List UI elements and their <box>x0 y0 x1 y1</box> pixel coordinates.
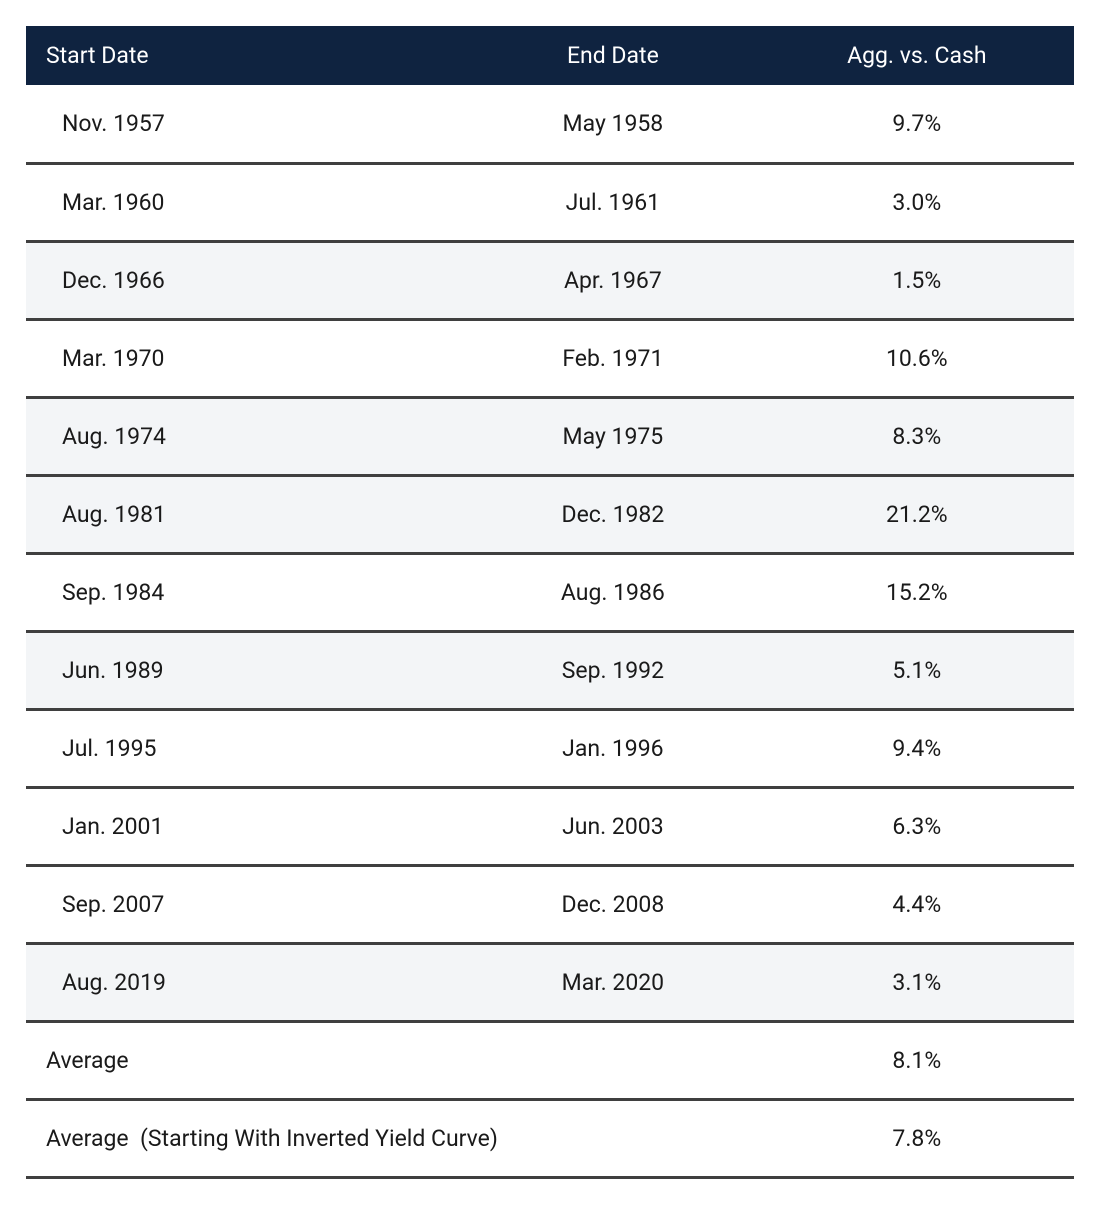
table-row: Jun. 1989Sep. 19925.1% <box>26 631 1074 709</box>
table-row: Dec. 1966Apr. 19671.5% <box>26 241 1074 319</box>
cell-end-date: Dec. 2008 <box>466 865 759 943</box>
cell-end-date: May 1958 <box>466 85 759 163</box>
table-row: Jul. 1995Jan. 19969.4% <box>26 709 1074 787</box>
cell-start-date: Jul. 1995 <box>26 709 466 787</box>
cell-start-date: Aug. 2019 <box>26 943 466 1021</box>
cell-end-date: May 1975 <box>466 397 759 475</box>
cell-value: 8.3% <box>760 397 1074 475</box>
table-row: Aug. 1981Dec. 198221.2% <box>26 475 1074 553</box>
cell-value: 5.1% <box>760 631 1074 709</box>
summary-row: Average8.1% <box>26 1021 1074 1099</box>
table-header: Start Date End Date Agg. vs. Cash <box>26 26 1074 85</box>
cell-value: 10.6% <box>760 319 1074 397</box>
table-row: Mar. 1960Jul. 19613.0% <box>26 163 1074 241</box>
table-row: Jan. 2001Jun. 20036.3% <box>26 787 1074 865</box>
col-header-start: Start Date <box>26 26 466 85</box>
cell-end-date: Aug. 1986 <box>466 553 759 631</box>
cell-end-date: Jul. 1961 <box>466 163 759 241</box>
cell-end-date: Jan. 1996 <box>466 709 759 787</box>
cell-value: 1.5% <box>760 241 1074 319</box>
summary-label: Average <box>26 1021 760 1099</box>
summary-label: Average (Starting With Inverted Yield Cu… <box>26 1099 760 1177</box>
cell-start-date: Sep. 1984 <box>26 553 466 631</box>
cell-end-date: Dec. 1982 <box>466 475 759 553</box>
cell-start-date: Sep. 2007 <box>26 865 466 943</box>
cell-value: 6.3% <box>760 787 1074 865</box>
cell-end-date: Mar. 2020 <box>466 943 759 1021</box>
cell-end-date: Sep. 1992 <box>466 631 759 709</box>
col-header-end: End Date <box>466 26 759 85</box>
cell-start-date: Jun. 1989 <box>26 631 466 709</box>
cell-start-date: Nov. 1957 <box>26 85 466 163</box>
cell-start-date: Aug. 1981 <box>26 475 466 553</box>
summary-row: Average (Starting With Inverted Yield Cu… <box>26 1099 1074 1177</box>
cell-value: 4.4% <box>760 865 1074 943</box>
cell-end-date: Jun. 2003 <box>466 787 759 865</box>
cell-value: 9.7% <box>760 85 1074 163</box>
table-row: Nov. 1957May 19589.7% <box>26 85 1074 163</box>
cell-start-date: Aug. 1974 <box>26 397 466 475</box>
cell-end-date: Apr. 1967 <box>466 241 759 319</box>
cell-value: 3.0% <box>760 163 1074 241</box>
cell-end-date: Feb. 1971 <box>466 319 759 397</box>
summary-value: 8.1% <box>760 1021 1074 1099</box>
cell-value: 9.4% <box>760 709 1074 787</box>
table-container: Start Date End Date Agg. vs. Cash Nov. 1… <box>0 0 1100 1219</box>
summary-value: 7.8% <box>760 1099 1074 1177</box>
cell-start-date: Mar. 1960 <box>26 163 466 241</box>
table-row: Mar. 1970Feb. 197110.6% <box>26 319 1074 397</box>
cell-value: 15.2% <box>760 553 1074 631</box>
cell-start-date: Mar. 1970 <box>26 319 466 397</box>
cell-start-date: Dec. 1966 <box>26 241 466 319</box>
table-row: Sep. 1984Aug. 198615.2% <box>26 553 1074 631</box>
table-row: Sep. 2007Dec. 20084.4% <box>26 865 1074 943</box>
table-body: Nov. 1957May 19589.7%Mar. 1960Jul. 19613… <box>26 85 1074 1177</box>
cell-value: 21.2% <box>760 475 1074 553</box>
col-header-val: Agg. vs. Cash <box>760 26 1074 85</box>
data-table: Start Date End Date Agg. vs. Cash Nov. 1… <box>26 26 1074 1179</box>
cell-value: 3.1% <box>760 943 1074 1021</box>
cell-start-date: Jan. 2001 <box>26 787 466 865</box>
table-row: Aug. 2019Mar. 20203.1% <box>26 943 1074 1021</box>
table-row: Aug. 1974May 19758.3% <box>26 397 1074 475</box>
